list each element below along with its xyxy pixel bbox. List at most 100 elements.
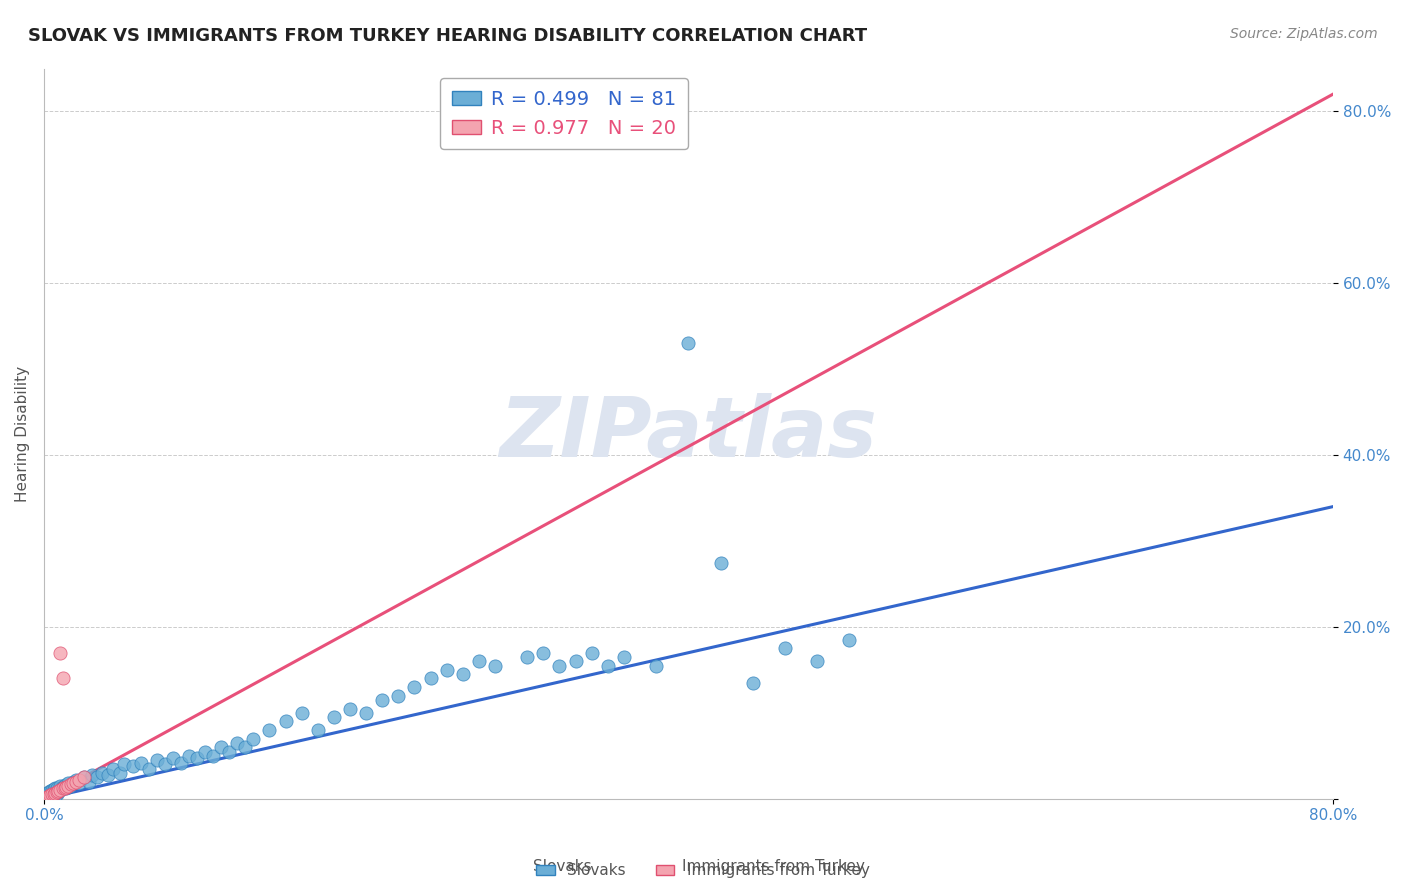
Point (194, 744, 217, 758)
Point (838, 632, 860, 647)
Point (56, 779, 79, 793)
Point (531, 646, 554, 660)
Point (274, 714, 297, 729)
Legend: R = 0.499   N = 81, R = 0.977   N = 20: R = 0.499 N = 81, R = 0.977 N = 20 (440, 78, 688, 149)
Point (307, 723, 329, 737)
Point (419, 672, 441, 686)
Point (42, 782, 65, 797)
Point (52, 672, 75, 686)
Point (354, 706, 377, 720)
Point (49, 783, 72, 797)
Point (77, 774, 100, 789)
Point (404, 680, 426, 694)
Point (60, 777, 83, 791)
Point (39, 784, 62, 798)
Point (55, 780, 77, 795)
Point (226, 736, 249, 750)
Point (62, 776, 84, 790)
Text: Slovaks: Slovaks (533, 859, 592, 874)
Point (596, 658, 619, 673)
Legend: Slovaks, Immigrants from Turkey: Slovaks, Immigrants from Turkey (530, 857, 876, 884)
Point (51, 781, 73, 796)
Point (709, 556, 731, 570)
Point (65, 772, 87, 787)
Point (177, 748, 200, 763)
Point (37, 790, 59, 805)
Point (233, 740, 256, 755)
Point (42, 787, 65, 801)
Point (170, 756, 193, 770)
Point (53, 778, 76, 792)
Point (42, 787, 65, 801)
Point (101, 762, 124, 776)
Point (773, 641, 796, 656)
Point (564, 654, 586, 668)
Point (39, 789, 62, 803)
Point (90, 766, 112, 780)
Point (242, 731, 264, 746)
Point (259, 723, 281, 737)
Point (108, 766, 131, 780)
Point (45, 780, 67, 795)
Point (339, 701, 361, 715)
Point (484, 658, 506, 673)
Point (56, 776, 79, 790)
Point (52, 780, 75, 794)
Point (52, 781, 75, 796)
Point (114, 757, 136, 772)
Point (44, 786, 66, 800)
Point (145, 753, 167, 767)
Point (82, 768, 104, 782)
Point (436, 663, 458, 677)
Point (73, 770, 96, 784)
Point (37, 786, 59, 800)
Point (516, 650, 538, 665)
Y-axis label: Hearing Disability: Hearing Disability (15, 366, 30, 501)
Point (121, 759, 143, 773)
Point (49, 646, 72, 660)
Point (53, 780, 76, 795)
Point (62, 774, 84, 789)
Point (138, 762, 160, 776)
Point (49, 779, 72, 793)
Point (44, 781, 66, 796)
Point (153, 757, 176, 772)
Point (387, 689, 409, 703)
Point (41, 783, 63, 797)
Point (45, 787, 67, 801)
Point (73, 770, 96, 784)
Point (645, 658, 668, 673)
Point (209, 740, 232, 755)
Text: Immigrants from Turkey: Immigrants from Turkey (682, 859, 865, 874)
Point (65, 774, 87, 789)
Point (48, 785, 70, 799)
Point (38, 789, 60, 804)
Point (678, 336, 700, 351)
Point (202, 748, 225, 763)
Point (38, 785, 60, 799)
Point (49, 783, 72, 797)
Point (806, 654, 828, 668)
Point (39, 788, 62, 802)
Point (37, 789, 59, 804)
Point (186, 750, 208, 764)
Point (59, 779, 82, 793)
Text: SLOVAK VS IMMIGRANTS FROM TURKEY HEARING DISABILITY CORRELATION CHART: SLOVAK VS IMMIGRANTS FROM TURKEY HEARING… (28, 27, 868, 45)
Point (581, 646, 603, 660)
Point (67, 772, 90, 787)
Point (129, 756, 152, 770)
Point (48, 784, 70, 798)
Point (41, 789, 63, 803)
Point (162, 750, 184, 764)
Point (741, 675, 763, 690)
Text: Source: ZipAtlas.com: Source: ZipAtlas.com (1230, 27, 1378, 41)
Point (322, 710, 344, 724)
Point (38, 789, 60, 803)
Point (67, 776, 90, 790)
Point (41, 788, 63, 802)
Point (34, 788, 56, 802)
Text: ZIPatlas: ZIPatlas (499, 393, 877, 475)
Point (613, 650, 636, 665)
Point (218, 744, 240, 758)
Point (97, 768, 120, 782)
